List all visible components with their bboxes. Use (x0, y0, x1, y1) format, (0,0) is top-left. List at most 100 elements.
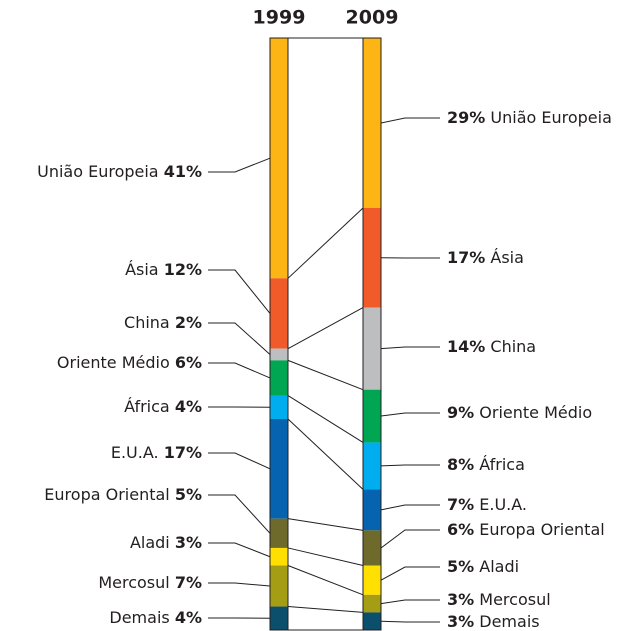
leader-line (380, 529, 440, 549)
value-label: 14% (447, 337, 485, 356)
segment (270, 565, 288, 607)
category-label: 3% Demais (447, 612, 540, 631)
category-label: Ásia 12% (125, 260, 202, 279)
leader-line (208, 362, 271, 379)
leader-line (208, 542, 271, 558)
value-label: 17% (164, 443, 202, 462)
value-label: 3% (447, 612, 474, 631)
value-label: 4% (175, 397, 202, 416)
connector-line (287, 207, 364, 279)
leader-line (208, 269, 271, 314)
category-name: Europa Oriental (479, 520, 604, 539)
column-outline (269, 37, 289, 631)
category-name: Oriente Médio (57, 353, 170, 372)
category-label: 3% Mercosul (447, 590, 551, 609)
leader-line (208, 157, 271, 173)
segment (270, 518, 288, 548)
category-name: África (124, 397, 170, 416)
category-name: E.U.A. (479, 495, 527, 514)
segment (363, 389, 381, 443)
value-label: 4% (175, 608, 202, 627)
category-name: Demais (109, 608, 169, 627)
segment (270, 547, 288, 566)
segment (363, 530, 381, 566)
category-label: Europa Oriental 5% (44, 485, 202, 504)
leader-line (380, 504, 440, 511)
category-name: África (479, 455, 525, 474)
connector-line (287, 418, 364, 490)
value-label: 41% (164, 162, 202, 181)
category-name: E.U.A. (111, 443, 159, 462)
value-label: 7% (447, 495, 474, 514)
segment (363, 612, 381, 630)
connector-line (287, 606, 364, 613)
connector-line (287, 395, 364, 443)
segment (363, 207, 381, 308)
category-label: África 4% (124, 397, 202, 416)
category-label: 14% China (447, 337, 536, 356)
value-label: 3% (447, 590, 474, 609)
category-label: China 2% (124, 313, 202, 332)
segment (363, 594, 381, 613)
leader-line (380, 566, 440, 581)
category-name: Demais (479, 612, 539, 631)
leader-line (380, 412, 440, 417)
value-label: 5% (447, 557, 474, 576)
leader-line (380, 599, 440, 605)
category-label: 5% Aladi (447, 557, 519, 576)
connector-line (287, 565, 364, 596)
category-name: China (490, 337, 536, 356)
value-label: 5% (175, 485, 202, 504)
category-name: União Europeia (37, 162, 159, 181)
category-label: E.U.A. 17% (111, 443, 202, 462)
connector-line (287, 547, 364, 567)
leader-line (208, 494, 271, 534)
value-label: 17% (447, 248, 485, 267)
leader-line (380, 346, 440, 350)
category-name: Oriente Médio (479, 403, 592, 422)
segment (270, 348, 288, 361)
segment (270, 418, 288, 519)
leader-line (208, 452, 271, 470)
segment (270, 360, 288, 396)
value-label: 6% (175, 353, 202, 372)
connector-line (287, 307, 364, 350)
category-name: Ásia (490, 248, 524, 267)
category-label: 7% E.U.A. (447, 495, 527, 514)
leader-line (380, 620, 440, 623)
value-label: 8% (447, 455, 474, 474)
category-name: União Europeia (490, 108, 612, 127)
category-label: Demais 4% (109, 608, 202, 627)
segment (363, 38, 381, 208)
connector-line (287, 518, 364, 531)
category-name: Aladi (130, 533, 170, 552)
leader-line (208, 322, 271, 355)
category-label: Aladi 3% (130, 533, 202, 552)
leader-line (380, 117, 440, 124)
category-name: Europa Oriental (44, 485, 169, 504)
category-label: 8% África (447, 455, 525, 474)
value-label: 12% (164, 260, 202, 279)
value-label: 29% (447, 108, 485, 127)
value-label: 3% (175, 533, 202, 552)
segment (363, 565, 381, 595)
value-label: 2% (175, 313, 202, 332)
segment (270, 395, 288, 419)
category-label: 17% Ásia (447, 248, 524, 267)
segment (270, 38, 288, 279)
connector-line (287, 359, 364, 391)
segment (363, 442, 381, 490)
value-label: 6% (447, 520, 474, 539)
category-label: União Europeia 41% (37, 162, 202, 181)
value-label: 7% (175, 573, 202, 592)
segment (270, 606, 288, 630)
category-name: Mercosul (479, 590, 550, 609)
column-header: 1999 (253, 7, 306, 29)
category-label: 6% Europa Oriental (447, 520, 605, 539)
value-label: 9% (447, 403, 474, 422)
category-name: Mercosul (98, 573, 169, 592)
leader-line (380, 464, 440, 467)
category-name: China (124, 313, 170, 332)
category-name: Aladi (479, 557, 519, 576)
